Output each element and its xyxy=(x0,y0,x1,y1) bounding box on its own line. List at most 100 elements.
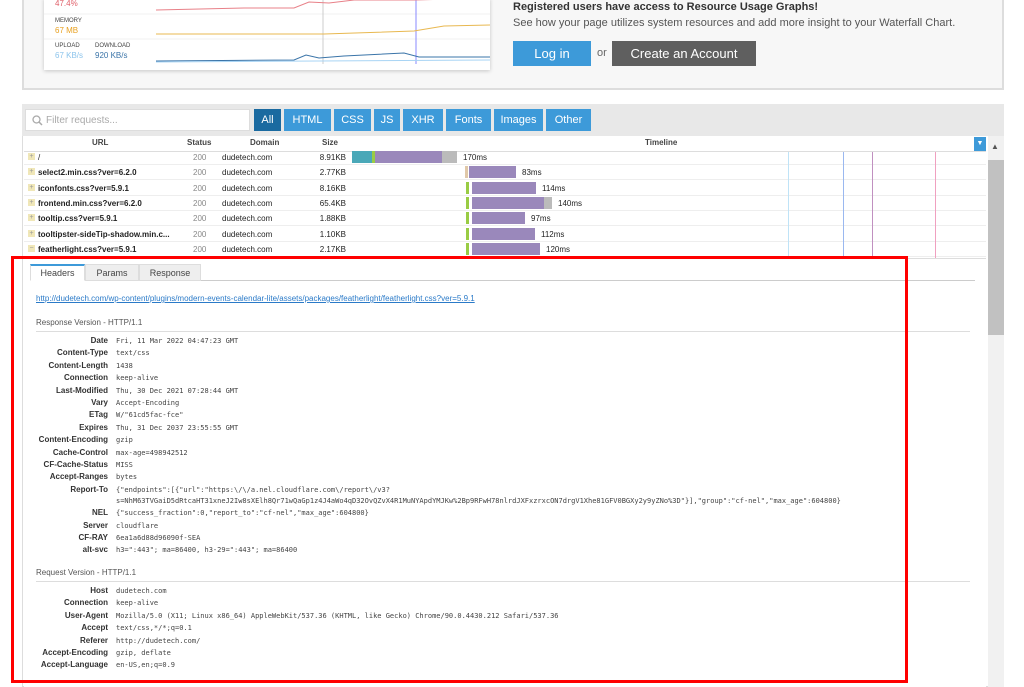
header-value: keep-alive xyxy=(116,599,159,608)
download-label: DOWNLOAD xyxy=(95,43,131,49)
header-value: max-age=498942512 xyxy=(116,448,188,457)
detail-tab-headers[interactable]: Headers xyxy=(30,264,85,281)
row-url: select2.min.css?ver=6.2.0 xyxy=(38,168,137,178)
row-domain: dudetech.com xyxy=(222,198,273,208)
row-time: 97ms xyxy=(531,214,551,224)
login-button[interactable]: Log in xyxy=(513,41,591,66)
header-name: Host xyxy=(90,586,108,595)
header-value: en-US,en;q=0.9 xyxy=(116,661,176,670)
header-name: Last-Modified xyxy=(56,385,108,395)
detail-tab-params[interactable]: Params xyxy=(85,264,139,281)
filter-tab-css[interactable]: CSS xyxy=(334,109,371,131)
detail-tab-response[interactable]: Response xyxy=(139,264,201,281)
filter-tab-images[interactable]: Images xyxy=(494,109,543,131)
header-value: text/css xyxy=(116,349,150,358)
search-icon xyxy=(32,115,43,126)
header-name: Accept-Ranges xyxy=(49,472,108,482)
row-url: frontend.min.css?ver=6.2.0 xyxy=(38,198,142,208)
column-size[interactable]: Size xyxy=(322,138,339,147)
header-name: Content-Type xyxy=(57,348,108,358)
filter-tab-xhr[interactable]: XHR xyxy=(403,109,443,131)
row-size: 8.16KB xyxy=(319,183,346,193)
row-status: 200 xyxy=(193,198,207,208)
table-row[interactable]: + iconfonts.css?ver=5.9.1 200 dudetech.c… xyxy=(24,181,986,196)
expand-icon[interactable]: + xyxy=(28,168,35,176)
table-row[interactable]: + select2.min.css?ver=6.2.0 200 dudetech… xyxy=(24,165,986,181)
filter-tab-fonts[interactable]: Fonts xyxy=(446,109,491,131)
table-row[interactable]: + tooltipster-sideTip-shadow.min.c... 20… xyxy=(24,227,986,242)
header-name: Connection xyxy=(64,598,108,608)
header-name: Cache-Control xyxy=(52,447,108,457)
row-status: 200 xyxy=(193,168,207,178)
filter-input[interactable]: Filter requests... xyxy=(25,109,250,131)
header-name: Expires xyxy=(79,422,108,432)
row-status: 200 xyxy=(193,229,207,239)
filter-tab-other[interactable]: Other xyxy=(546,109,591,131)
expand-icon[interactable]: + xyxy=(28,183,35,191)
request-url-link[interactable]: http://dudetech.com/wp-content/plugins/m… xyxy=(36,294,475,303)
table-row[interactable]: + frontend.min.css?ver=6.2.0 200 dudetec… xyxy=(24,196,986,211)
table-row[interactable]: + tooltip.css?ver=5.9.1 200 dudetech.com… xyxy=(24,211,986,227)
row-time: 83ms xyxy=(522,168,542,178)
row-size: 8.91KB xyxy=(319,153,346,162)
header-value: Thu, 30 Dec 2021 07:28:44 GMT xyxy=(116,386,239,395)
header-value: W/"61cd5fac-fce" xyxy=(116,411,184,420)
header-name: Vary xyxy=(91,398,108,407)
filter-tab-js[interactable]: JS xyxy=(374,109,400,131)
table-row[interactable]: + / 200 dudetech.com 8.91KB 170ms xyxy=(24,150,986,165)
row-url: featherlight.css?ver=5.9.1 xyxy=(38,244,137,254)
header-value: Thu, 31 Dec 2037 23:55:55 GMT xyxy=(116,423,239,432)
header-name: Content-Encoding xyxy=(38,435,108,445)
row-size: 2.17KB xyxy=(319,244,346,254)
filter-tab-all[interactable]: All xyxy=(254,109,281,131)
row-domain: dudetech.com xyxy=(222,229,273,239)
timeline-marker xyxy=(788,152,789,258)
row-domain: dudetech.com xyxy=(222,214,273,224)
upload-value: 67 KB/s xyxy=(55,51,84,60)
expand-icon[interactable]: + xyxy=(28,214,35,222)
timeline-dropdown-icon[interactable]: ▼ xyxy=(974,137,986,151)
row-status: 200 xyxy=(193,214,207,224)
header-name: Accept-Encoding xyxy=(42,648,108,657)
column-status[interactable]: Status xyxy=(187,138,212,147)
filter-tab-html[interactable]: HTML xyxy=(284,109,331,131)
timing-bar-segment xyxy=(352,151,372,163)
scroll-up-icon[interactable]: ▲ xyxy=(991,142,999,151)
header-value: s=NhM63TVGaiD5dRtcaHT31xneJ2Iw8sXElh8Qr7… xyxy=(116,496,841,505)
create-account-button[interactable]: Create an Account xyxy=(612,41,756,66)
expand-icon[interactable]: + xyxy=(28,153,35,160)
header-value: bytes xyxy=(116,473,138,482)
column-domain[interactable]: Domain xyxy=(250,138,280,147)
row-domain: dudetech.com xyxy=(222,153,273,162)
table-row[interactable]: − featherlight.css?ver=5.9.1 200 dudetec… xyxy=(24,242,986,257)
row-url: tooltipster-sideTip-shadow.min.c... xyxy=(38,229,170,239)
row-status: 200 xyxy=(193,153,207,162)
header-value: 1438 xyxy=(116,361,133,370)
header-name: User-Agent xyxy=(64,610,108,620)
expand-icon[interactable]: + xyxy=(28,198,35,206)
timing-bar-segment xyxy=(472,227,535,240)
timeline-marker xyxy=(872,152,873,258)
column-url[interactable]: URL xyxy=(92,138,109,147)
header-name: Accept xyxy=(81,623,108,633)
row-status: 200 xyxy=(193,183,207,193)
scrollbar-thumb[interactable] xyxy=(988,160,1004,335)
timing-bar-segment xyxy=(375,151,442,163)
cpu-line xyxy=(155,0,434,11)
collapse-icon[interactable]: − xyxy=(28,244,35,252)
resource-sparklines xyxy=(44,0,490,64)
timing-bar-segment xyxy=(466,242,469,255)
memory-value: 67 MB xyxy=(55,26,79,35)
timing-bar-segment xyxy=(466,181,469,194)
expand-icon[interactable]: + xyxy=(28,229,35,237)
promo-title: Registered users have access to Resource… xyxy=(513,1,819,13)
header-name: Accept-Language xyxy=(40,660,108,670)
response-version-title: Response Version - HTTP/1.1 xyxy=(36,318,143,327)
cpu-value: 47.4% xyxy=(55,0,78,8)
row-time: 140ms xyxy=(558,198,583,208)
row-domain: dudetech.com xyxy=(222,183,273,193)
highlight-box xyxy=(11,256,908,683)
column-timeline[interactable]: Timeline xyxy=(645,138,678,147)
header-value: dudetech.com xyxy=(116,587,167,595)
download-line xyxy=(155,52,490,62)
